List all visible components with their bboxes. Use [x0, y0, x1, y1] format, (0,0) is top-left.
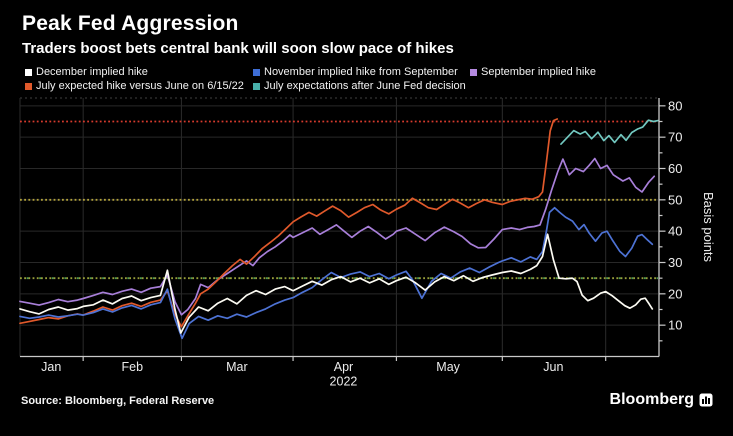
series-july-expected-hike-vs-june: [19, 118, 559, 328]
y-tick-label: 40: [668, 224, 682, 239]
chart-subtitle: Traders boost bets central bank will soo…: [22, 40, 454, 57]
y-tick-label: 80: [668, 98, 682, 113]
legend-item-november: November implied hike from September: [253, 66, 458, 78]
legend-swatch-icon: [253, 68, 260, 76]
x-axis-year-label: 2022: [330, 375, 358, 389]
legend-label: November implied hike from September: [264, 66, 458, 78]
bloomberg-brand: Bloomberg: [610, 391, 713, 409]
y-axis-title: Basis points: [701, 192, 716, 263]
month-label-jan: Jan: [41, 360, 61, 374]
y-tick-label: 60: [668, 161, 682, 176]
source-note: Source: Bloomberg, Federal Reserve: [21, 395, 215, 407]
series-december-implied-hike: [19, 233, 654, 334]
legend-item-december: December implied hike: [25, 66, 148, 78]
bloomberg-wordmark: Bloomberg: [609, 391, 694, 408]
bloomberg-terminal-icon: [699, 393, 713, 407]
month-label-feb: Feb: [122, 360, 144, 374]
y-tick-label: 30: [668, 255, 682, 270]
month-label-jun: Jun: [543, 360, 563, 374]
month-label-may: May: [436, 360, 460, 374]
y-tick-label: 20: [668, 286, 682, 301]
legend-swatch-icon: [470, 68, 477, 76]
legend-item-july-after-fed: July expectations after June Fed decisio…: [253, 80, 466, 92]
page-title: Peak Fed Aggression: [22, 12, 239, 35]
legend-swatch-icon: [25, 82, 32, 90]
legend-label: July expectations after June Fed decisio…: [264, 80, 466, 92]
legend-swatch-icon: [25, 68, 32, 76]
series-september-implied-hike: [19, 157, 656, 316]
legend-item-september: September implied hike: [470, 66, 596, 78]
y-tick-label: 70: [668, 130, 682, 145]
series-november-implied-hike: [19, 206, 654, 340]
legend-label: December implied hike: [36, 66, 148, 78]
month-label-mar: Mar: [226, 360, 248, 374]
legend-item-july-vs-june: July expected hike versus June on 6/15/2…: [25, 80, 244, 92]
y-tick-label: 10: [668, 318, 682, 333]
legend-swatch-icon: [253, 82, 260, 90]
series-july-expectations-after-fed: [560, 119, 659, 145]
legend-label: July expected hike versus June on 6/15/2…: [36, 80, 244, 92]
legend-label: September implied hike: [481, 66, 596, 78]
month-label-apr: Apr: [334, 360, 353, 374]
y-tick-label: 50: [668, 192, 682, 207]
